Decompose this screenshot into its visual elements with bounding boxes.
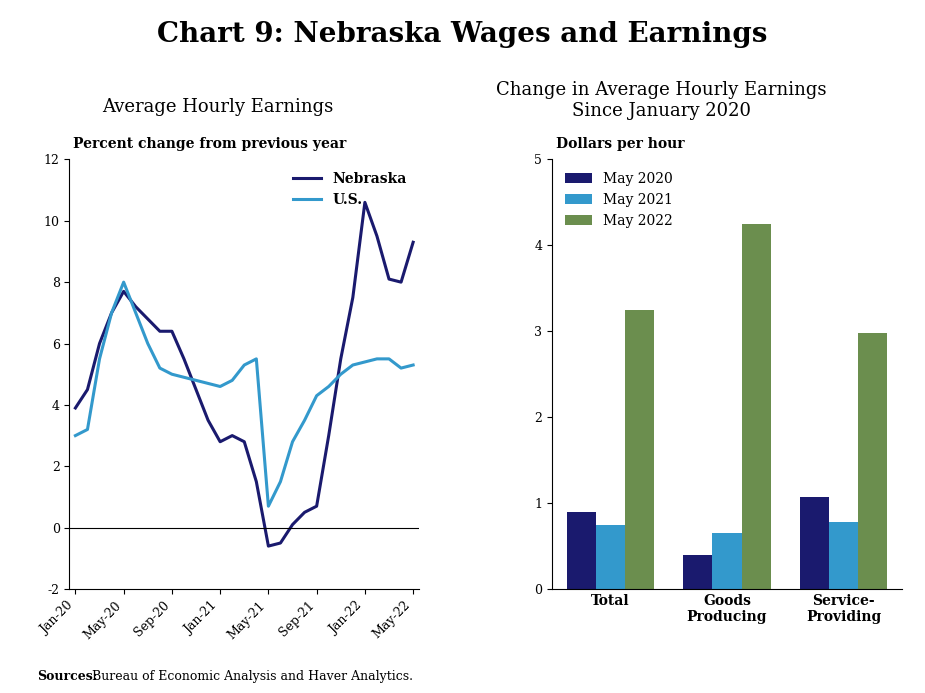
U.S. — [396, 364, 407, 372]
U.S. — [275, 477, 286, 486]
Nebraska — [396, 278, 407, 286]
Nebraska — [227, 432, 238, 440]
Nebraska — [408, 238, 419, 247]
Text: Sources:: Sources: — [37, 669, 97, 683]
Nebraska — [299, 508, 310, 516]
U.S. — [118, 278, 130, 286]
Nebraska — [70, 404, 81, 412]
Bar — [625, 310, 654, 589]
U.S. — [82, 426, 93, 434]
Bar — [858, 333, 887, 589]
Nebraska — [130, 303, 142, 311]
Nebraska — [191, 385, 202, 394]
Nebraska — [179, 355, 190, 363]
U.S. — [70, 432, 81, 440]
Text: Dollars per hour: Dollars per hour — [556, 137, 684, 151]
U.S. — [203, 379, 214, 387]
U.S. — [263, 502, 274, 510]
Bar — [742, 224, 771, 589]
Bar — [800, 497, 829, 589]
U.S. — [287, 437, 298, 446]
Text: Percent change from previous year: Percent change from previous year — [73, 137, 346, 151]
U.S. — [239, 361, 250, 369]
Bar — [712, 533, 742, 589]
Text: Average Hourly Earnings: Average Hourly Earnings — [102, 98, 333, 116]
U.S. — [359, 358, 370, 366]
U.S. — [347, 361, 358, 369]
Bar — [596, 525, 625, 589]
U.S. — [372, 355, 383, 363]
U.S. — [106, 308, 117, 317]
Legend: Nebraska, U.S.: Nebraska, U.S. — [288, 166, 413, 212]
Nebraska — [203, 416, 214, 424]
U.S. — [299, 416, 310, 424]
Bar — [829, 522, 858, 589]
Nebraska — [384, 275, 395, 283]
U.S. — [408, 361, 419, 369]
U.S. — [130, 308, 142, 317]
U.S. — [384, 355, 395, 363]
Text: Change in Average Hourly Earnings
Since January 2020: Change in Average Hourly Earnings Since … — [496, 81, 827, 120]
Nebraska — [82, 385, 93, 394]
Nebraska — [359, 198, 370, 207]
U.S. — [227, 376, 238, 385]
Nebraska — [94, 340, 105, 348]
Nebraska — [142, 315, 154, 323]
U.S. — [215, 383, 226, 391]
Nebraska — [215, 437, 226, 446]
Nebraska — [372, 232, 383, 240]
U.S. — [323, 383, 334, 391]
U.S. — [335, 370, 346, 378]
Nebraska — [118, 287, 130, 295]
Text: Chart 9: Nebraska Wages and Earnings: Chart 9: Nebraska Wages and Earnings — [157, 21, 768, 48]
U.S. — [179, 373, 190, 381]
Line: Nebraska: Nebraska — [76, 202, 413, 546]
Nebraska — [263, 542, 274, 550]
Nebraska — [323, 432, 334, 440]
Nebraska — [311, 502, 322, 510]
Nebraska — [239, 437, 250, 446]
Bar — [567, 511, 596, 589]
Bar — [684, 554, 712, 589]
U.S. — [251, 355, 262, 363]
Line: U.S.: U.S. — [76, 282, 413, 506]
Nebraska — [335, 355, 346, 363]
Legend: May 2020, May 2021, May 2022: May 2020, May 2021, May 2022 — [559, 166, 679, 234]
Nebraska — [287, 520, 298, 529]
U.S. — [191, 376, 202, 385]
Text: Bureau of Economic Analysis and Haver Analytics.: Bureau of Economic Analysis and Haver An… — [88, 669, 413, 683]
Nebraska — [106, 308, 117, 317]
U.S. — [166, 370, 178, 378]
U.S. — [154, 364, 166, 372]
U.S. — [142, 340, 154, 348]
U.S. — [311, 392, 322, 400]
Nebraska — [347, 293, 358, 301]
Nebraska — [166, 327, 178, 335]
U.S. — [94, 355, 105, 363]
Nebraska — [251, 477, 262, 486]
Nebraska — [154, 327, 166, 335]
Nebraska — [275, 539, 286, 547]
